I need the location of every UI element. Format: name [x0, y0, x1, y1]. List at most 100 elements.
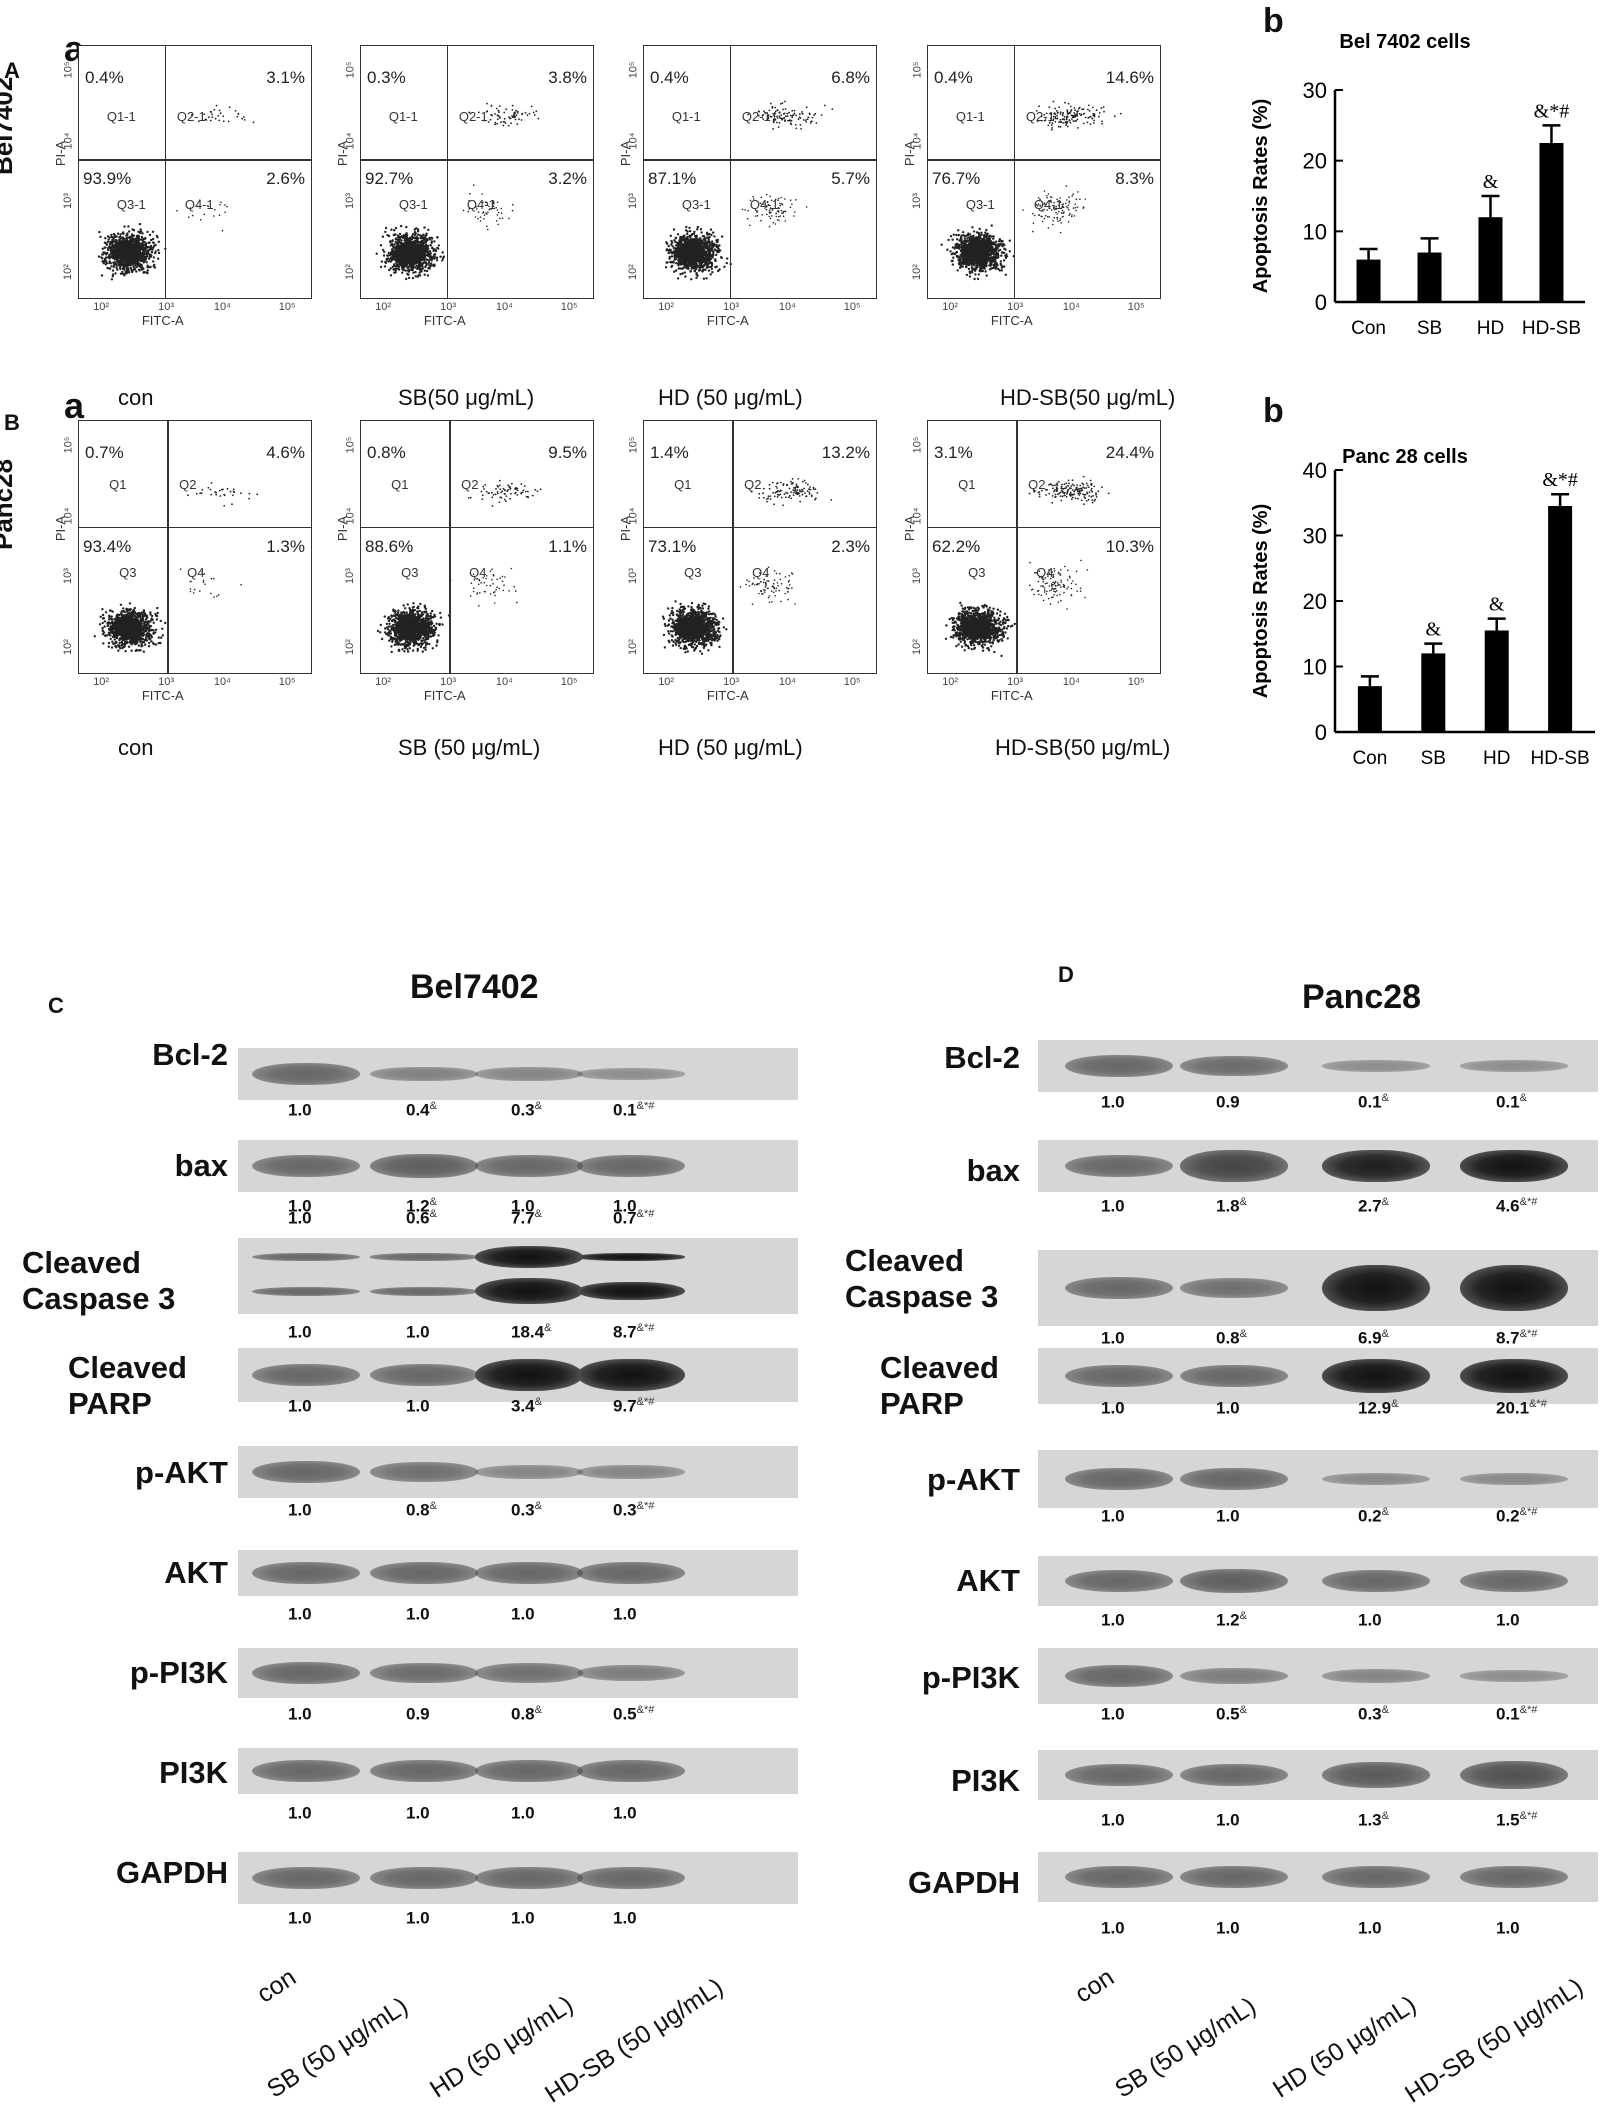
x-tick-label: 10⁴ — [1063, 301, 1080, 313]
blot-condition-label: HD-SB (50 μg/mL) — [1400, 1973, 1589, 2109]
protein-band — [1460, 1570, 1568, 1592]
blot-condition-label: HD-SB (50 μg/mL) — [540, 1973, 729, 2109]
quant-value: 18.4& — [511, 1322, 551, 1343]
significance-mark: &*# — [1520, 1196, 1538, 1208]
quant-number: 1.0 — [406, 1323, 430, 1342]
significance-mark: & — [1382, 1328, 1389, 1340]
x-tick-label: 10⁵ — [279, 676, 296, 688]
quant-value: 1.0 — [1101, 1810, 1125, 1831]
gate-name-q4: Q4 — [752, 565, 769, 580]
blot-strip — [1038, 1140, 1598, 1192]
quant-value: 3.4& — [511, 1396, 542, 1417]
quant-number: 0.2 — [1496, 1507, 1520, 1526]
quant-number: 1.0 — [613, 1909, 637, 1928]
y-tick-label: 40 — [1303, 458, 1327, 483]
protein-band — [1322, 1762, 1430, 1788]
significance-label: &*# — [1534, 100, 1570, 122]
x-axis-label: FITC-A — [707, 313, 749, 328]
significance-mark: &*# — [637, 1322, 655, 1334]
quant-value: 1.0 — [1101, 1918, 1125, 1939]
quant-number: 1.2 — [1216, 1611, 1240, 1630]
category-label: HD-SB — [1522, 318, 1581, 339]
y-axis-label: PI-A — [53, 516, 68, 541]
quant-value: 1.0 — [288, 1604, 312, 1625]
y-tick-label: 10³ — [911, 193, 923, 209]
protein-band — [1460, 1761, 1568, 1789]
protein-label: p-PI3K — [0, 1660, 1020, 1696]
significance-mark: &*# — [637, 1704, 655, 1716]
protein-band — [1322, 1150, 1430, 1181]
quadrant-q1-percent: 0.4% — [85, 68, 124, 88]
quant-value: 1.0 — [1101, 1506, 1125, 1527]
quant-value: 8.7&*# — [1496, 1328, 1537, 1349]
protein-label: bax — [0, 1153, 1020, 1189]
x-tick-label: 10³ — [723, 301, 739, 313]
x-tick-label: 10³ — [158, 301, 174, 313]
quadrant-q1-percent: 3.1% — [934, 443, 973, 463]
y-axis-label: Apoptosis Rates (%) — [1250, 99, 1272, 293]
protein-label: Cleaved PARP — [880, 1350, 1030, 1422]
x-tick-label: 10⁵ — [844, 676, 861, 688]
quant-value: 1.0 — [1101, 1398, 1125, 1419]
quadrant-gate-horizontal — [79, 159, 311, 161]
quadrant-q3-percent: 93.4% — [83, 537, 131, 557]
quant-number: 0.5 — [1216, 1705, 1240, 1724]
quant-number: 0.1 — [613, 1101, 637, 1120]
blot-strip — [1038, 1750, 1598, 1800]
quadrant-gate-horizontal — [928, 159, 1160, 161]
protein-band — [1322, 1359, 1430, 1393]
quant-value: 1.0 — [1216, 1810, 1240, 1831]
chart-title: Bel 7402 cells — [1339, 31, 1470, 53]
quant-value: 0.2&*# — [1496, 1506, 1537, 1527]
quant-number: 1.0 — [511, 1605, 535, 1624]
blot-condition-label: HD (50 μg/mL) — [1268, 1990, 1422, 2104]
quant-value: 1.0 — [406, 1396, 430, 1417]
quant-number: 0.3 — [1358, 1705, 1382, 1724]
protein-band — [1322, 1060, 1430, 1071]
category-label: SB — [1421, 748, 1446, 769]
significance-mark: &*# — [637, 1208, 655, 1220]
quant-value: 0.3&*# — [613, 1500, 654, 1521]
condition-label: HD (50 μg/mL) — [658, 735, 803, 761]
quant-number: 1.0 — [406, 1397, 430, 1416]
quadrant-gate-horizontal — [79, 527, 311, 529]
y-axis-label: PI-A — [53, 141, 68, 166]
gate-name-q3: Q3 — [684, 565, 701, 580]
x-axis-label: FITC-A — [142, 688, 184, 703]
significance-mark: & — [1520, 1092, 1527, 1104]
quant-value: 0.5&*# — [613, 1704, 654, 1725]
quadrant-q2-percent: 14.6% — [1106, 68, 1154, 88]
protein-label: PI3K — [0, 1763, 1020, 1799]
protein-band — [1460, 1670, 1568, 1681]
y-tick-label: 10⁵ — [344, 62, 356, 79]
quant-number: 2.7 — [1358, 1197, 1382, 1216]
y-axis-label: PI-A — [902, 516, 917, 541]
bar — [1478, 217, 1502, 302]
gate-name-q1: Q1 — [109, 477, 126, 492]
quadrant-gate-vertical — [449, 421, 451, 673]
y-axis-label: PI-A — [335, 141, 350, 166]
category-label: HD — [1483, 748, 1510, 769]
quant-value: 0.1& — [1358, 1092, 1389, 1113]
gate-name-q2: Q2 — [179, 477, 196, 492]
quadrant-q1-percent: 0.7% — [85, 443, 124, 463]
gate-name-q4: Q4-1 — [1034, 197, 1063, 212]
quant-value: 0.3& — [511, 1500, 542, 1521]
quadrant-q1-percent: 0.4% — [650, 68, 689, 88]
y-tick-label: 10⁵ — [627, 62, 639, 79]
quant-value: 1.0 — [406, 1322, 430, 1343]
significance-mark: & — [430, 1500, 437, 1512]
y-tick-label: 10 — [1303, 655, 1327, 680]
quant-value: 12.9& — [1358, 1398, 1398, 1419]
significance-mark: & — [430, 1208, 437, 1220]
gate-name-q2: Q2-1 — [742, 109, 771, 124]
x-tick-label: 10³ — [440, 301, 456, 313]
x-tick-label: 10² — [658, 676, 674, 688]
condition-label: SB(50 μg/mL) — [398, 385, 534, 411]
bar — [1421, 653, 1445, 732]
protein-band — [252, 1253, 360, 1261]
protein-band — [1065, 1055, 1173, 1077]
protein-band — [475, 1359, 583, 1391]
